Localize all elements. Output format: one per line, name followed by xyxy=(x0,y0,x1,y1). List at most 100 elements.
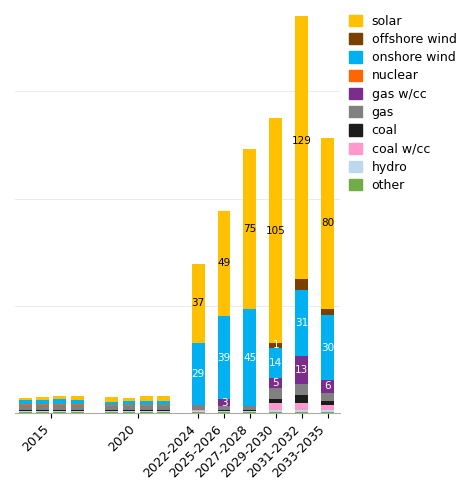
Bar xyxy=(270,118,282,344)
Bar xyxy=(123,398,135,401)
Text: 45: 45 xyxy=(243,353,256,363)
Bar xyxy=(295,412,308,413)
Bar xyxy=(244,309,256,406)
Bar xyxy=(36,410,49,411)
Text: 37: 37 xyxy=(192,298,205,308)
Bar xyxy=(218,411,230,412)
Bar xyxy=(244,411,256,412)
Bar xyxy=(140,406,153,410)
Legend: solar, offshore wind, onshore wind, nuclear, gas w/cc, gas, coal, coal w/cc, hyd: solar, offshore wind, onshore wind, nucl… xyxy=(349,15,456,192)
Bar xyxy=(321,405,334,410)
Bar xyxy=(53,399,67,404)
Bar xyxy=(36,399,49,404)
Bar xyxy=(53,404,67,410)
Bar xyxy=(244,412,256,413)
Bar xyxy=(123,412,135,413)
Bar xyxy=(295,279,308,290)
Bar xyxy=(218,211,230,316)
Bar xyxy=(321,410,334,412)
Bar xyxy=(295,410,308,412)
Bar xyxy=(218,412,230,413)
Bar xyxy=(53,412,67,413)
Bar xyxy=(123,411,135,412)
Text: 31: 31 xyxy=(295,318,308,328)
Bar xyxy=(270,344,282,347)
Bar xyxy=(157,405,170,406)
Bar xyxy=(192,410,204,411)
Bar xyxy=(36,397,49,399)
Bar xyxy=(140,405,153,406)
Bar xyxy=(270,403,282,410)
Bar xyxy=(157,401,170,405)
Bar xyxy=(321,412,334,413)
Bar xyxy=(244,148,256,309)
Bar xyxy=(295,356,308,384)
Bar xyxy=(71,404,84,410)
Bar xyxy=(105,397,118,402)
Bar xyxy=(105,405,118,406)
Bar xyxy=(192,409,204,410)
Bar xyxy=(19,410,32,411)
Bar xyxy=(140,400,153,405)
Text: 5: 5 xyxy=(272,378,279,388)
Bar xyxy=(157,406,170,410)
Bar xyxy=(192,405,204,409)
Text: 105: 105 xyxy=(266,226,286,236)
Bar xyxy=(218,316,230,399)
Bar xyxy=(157,412,170,413)
Bar xyxy=(321,138,334,309)
Bar xyxy=(19,398,32,400)
Bar xyxy=(71,410,84,411)
Text: 3: 3 xyxy=(221,397,228,408)
Bar xyxy=(140,412,153,413)
Bar xyxy=(36,411,49,412)
Bar xyxy=(321,401,334,405)
Bar xyxy=(53,411,67,412)
Text: 30: 30 xyxy=(321,343,334,352)
Bar xyxy=(192,411,204,412)
Text: 29: 29 xyxy=(192,369,205,379)
Bar xyxy=(218,399,230,406)
Bar xyxy=(270,389,282,399)
Bar xyxy=(218,410,230,411)
Bar xyxy=(295,290,308,356)
Bar xyxy=(105,410,118,411)
Bar xyxy=(140,410,153,411)
Bar xyxy=(71,412,84,413)
Bar xyxy=(105,412,118,413)
Bar xyxy=(53,396,67,399)
Bar xyxy=(19,400,32,404)
Text: 1: 1 xyxy=(272,341,279,350)
Bar xyxy=(321,393,334,401)
Bar xyxy=(105,402,118,405)
Text: 49: 49 xyxy=(218,258,231,268)
Bar xyxy=(270,412,282,413)
Text: 39: 39 xyxy=(218,353,231,363)
Bar xyxy=(218,406,230,410)
Bar xyxy=(53,410,67,411)
Text: 80: 80 xyxy=(321,218,334,228)
Bar xyxy=(192,412,204,413)
Bar xyxy=(71,396,84,400)
Bar xyxy=(321,315,334,380)
Bar xyxy=(19,404,32,410)
Bar xyxy=(140,396,153,400)
Text: 129: 129 xyxy=(292,136,312,146)
Bar xyxy=(71,400,84,404)
Bar xyxy=(105,411,118,412)
Bar xyxy=(192,343,204,405)
Bar xyxy=(270,347,282,378)
Text: 13: 13 xyxy=(295,365,308,375)
Bar xyxy=(295,395,308,403)
Text: 6: 6 xyxy=(324,381,331,391)
Bar xyxy=(123,410,135,411)
Bar xyxy=(105,406,118,410)
Bar xyxy=(192,264,204,343)
Bar xyxy=(270,378,282,389)
Bar xyxy=(36,404,49,410)
Bar xyxy=(321,380,334,393)
Bar xyxy=(140,411,153,412)
Bar xyxy=(244,410,256,411)
Bar xyxy=(71,411,84,412)
Bar xyxy=(19,411,32,412)
